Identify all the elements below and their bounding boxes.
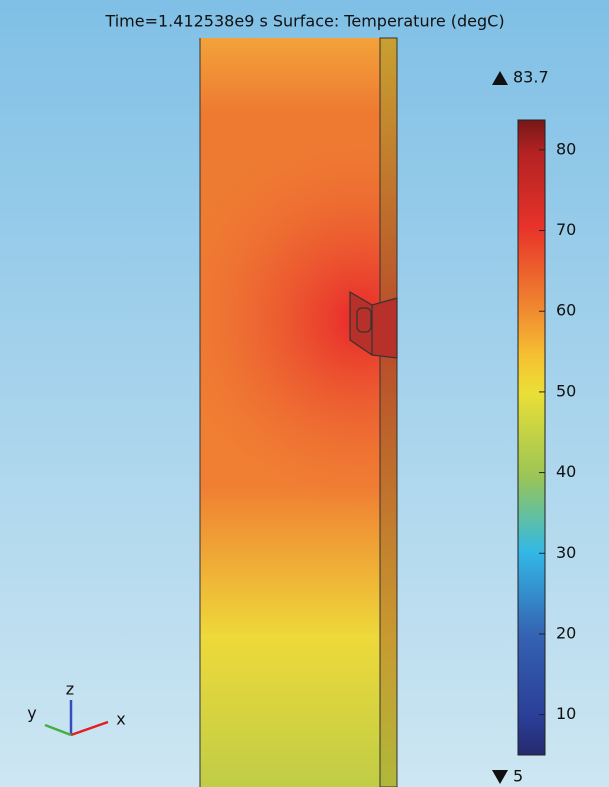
side-strip [380,38,397,787]
hot-spot [200,38,380,787]
plot-window: Time=1.412538e9 s Surface: Temperature (… [0,0,609,787]
colorbar-tick-label: 60 [556,301,576,320]
colorbar-tick-label: 50 [556,381,576,400]
plot-title: Time=1.412538e9 s Surface: Temperature (… [104,12,504,31]
max-label: 83.7 [513,68,549,87]
colorbar-scale [518,120,545,755]
colorbar-tick-label: 80 [556,139,576,158]
axis-label: z [66,680,74,699]
min-label: 5 [513,767,523,786]
colorbar-tick-label: 10 [556,704,576,723]
axis-label: y [27,704,36,723]
colorbar-tick-label: 20 [556,623,576,642]
colorbar-tick-label: 40 [556,462,576,481]
colorbar-tick-label: 30 [556,543,576,562]
axis-label: x [116,710,125,729]
colorbar-tick-label: 70 [556,220,576,239]
